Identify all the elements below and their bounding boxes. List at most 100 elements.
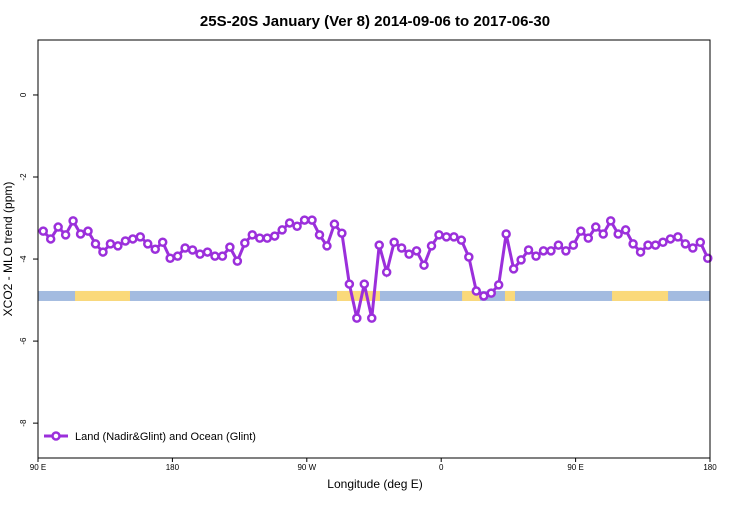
data-point — [68, 216, 78, 226]
x-tick-label: 90 W — [297, 463, 316, 472]
x-tick-label: 90 E — [30, 463, 46, 472]
data-point — [322, 241, 332, 251]
data-point — [172, 251, 183, 261]
data-point — [247, 230, 258, 240]
data-point — [605, 216, 616, 226]
data-point — [426, 241, 437, 251]
chart-title: 25S-20S January (Ver 8) 2014-09-06 to 20… — [200, 13, 550, 30]
land-band — [462, 290, 481, 301]
data-point — [143, 239, 153, 249]
data-point — [202, 247, 213, 257]
data-point — [314, 230, 325, 240]
x-tick-label: 90 E — [567, 463, 583, 472]
data-point — [83, 226, 93, 236]
data-point — [516, 255, 526, 265]
data-point — [75, 229, 86, 239]
data-point — [591, 222, 601, 232]
data-point — [299, 215, 310, 225]
data-point — [135, 232, 146, 242]
data-point — [613, 229, 623, 239]
x-tick-label: 180 — [166, 463, 180, 472]
data-point — [105, 239, 116, 249]
data-point — [576, 226, 586, 236]
data-point — [352, 313, 362, 323]
data-point — [150, 244, 160, 254]
data-point — [665, 234, 676, 244]
data-point — [374, 240, 384, 250]
data-point — [479, 291, 489, 301]
data-point — [411, 246, 422, 256]
data-point — [441, 232, 452, 242]
data-point — [508, 264, 519, 274]
data-point — [240, 238, 250, 248]
y-tick-label: -2 — [19, 173, 28, 181]
data-point — [90, 239, 101, 249]
data-point — [434, 230, 444, 240]
data-point — [157, 237, 168, 247]
data-point — [53, 222, 63, 232]
plot-frame — [37, 39, 711, 459]
data-point — [344, 279, 355, 289]
data-point — [120, 236, 131, 246]
legend-label: Land (Nadir&Glint) and Ocean (Glint) — [75, 431, 256, 443]
data-point — [337, 228, 347, 238]
data-point — [60, 230, 71, 240]
data-point — [367, 313, 377, 323]
data-point — [269, 231, 280, 241]
x-axis-label: Longitude (deg E) — [327, 477, 422, 491]
data-point — [486, 288, 496, 298]
data-point — [45, 234, 56, 244]
data-point — [538, 246, 549, 256]
data-point — [262, 233, 272, 243]
data-point — [650, 240, 661, 250]
data-point — [128, 234, 138, 244]
data-point — [456, 235, 467, 245]
y-tick-label: 0 — [19, 92, 28, 97]
data-point — [113, 241, 123, 251]
data-point — [471, 286, 482, 296]
y-tick-label: -4 — [19, 255, 28, 263]
data-point — [635, 247, 646, 257]
data-point — [561, 246, 571, 256]
data-point — [493, 280, 504, 290]
land-band — [504, 290, 515, 301]
data-point — [620, 225, 631, 235]
data-point — [195, 249, 205, 259]
y-axis-label: XCO2 - MLO trend (ppm) — [1, 182, 15, 317]
data-point — [464, 252, 474, 262]
data-point — [255, 233, 265, 243]
y-tick-label: -8 — [19, 419, 28, 427]
data-point — [284, 218, 295, 228]
data-point — [225, 242, 235, 252]
data-point — [531, 251, 541, 261]
data-point — [210, 251, 220, 261]
data-point — [419, 260, 429, 270]
data-point — [232, 256, 243, 266]
data-point — [628, 239, 638, 249]
data-point — [381, 267, 392, 277]
data-point — [389, 237, 399, 247]
data-point — [165, 253, 175, 263]
data-point — [501, 229, 511, 239]
data-point — [688, 243, 698, 253]
data-point — [643, 240, 653, 250]
data-point — [307, 215, 317, 225]
data-point — [292, 221, 302, 231]
data-point — [404, 249, 414, 259]
data-point — [523, 245, 534, 255]
data-point — [449, 232, 459, 242]
data-point — [217, 251, 228, 261]
data-point — [396, 243, 407, 253]
data-point — [180, 243, 190, 253]
data-point — [187, 245, 198, 255]
data-point — [38, 226, 48, 236]
data-point — [359, 279, 370, 289]
data-point — [583, 233, 594, 243]
x-tick-label: 0 — [439, 463, 444, 472]
y-tick-label: -6 — [19, 337, 28, 345]
data-point — [98, 247, 108, 257]
data-point — [673, 232, 683, 242]
data-point — [598, 229, 608, 239]
data-point — [658, 237, 668, 247]
